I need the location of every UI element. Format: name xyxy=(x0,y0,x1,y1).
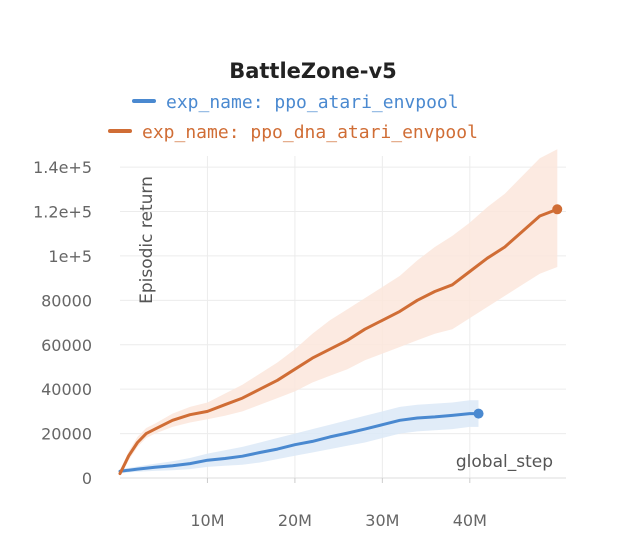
legend-label-1: exp_name: ppo_dna_atari_envpool xyxy=(142,122,478,143)
series-0-line xyxy=(118,412,480,473)
series-1-band xyxy=(120,149,558,476)
legend[interactable]: exp_name: ppo_atari_envpool exp_name: pp… xyxy=(108,92,478,143)
legend-label-0: exp_name: ppo_atari_envpool xyxy=(166,92,459,113)
x-tick-label: 10M xyxy=(190,511,224,530)
y-tick-label: 1.4e+5 xyxy=(33,158,92,177)
series-0-endpoint xyxy=(473,408,484,419)
legend-entry-1[interactable]: exp_name: ppo_dna_atari_envpool xyxy=(108,122,478,143)
y-axis-label: Episodic return xyxy=(137,176,157,304)
x-axis-ticks: 10M 20M 30M 40M xyxy=(190,478,487,530)
x-axis-label: global_step xyxy=(456,452,553,472)
series-1-line xyxy=(118,207,559,476)
y-tick-label: 80000 xyxy=(41,291,92,310)
chart-title: BattleZone-v5 xyxy=(229,59,397,83)
series-lines xyxy=(118,207,559,476)
x-tick-label: 40M xyxy=(453,511,487,530)
series-1-endpoint xyxy=(552,204,563,215)
y-tick-label: 20000 xyxy=(41,425,92,444)
series-endpoints xyxy=(473,204,563,419)
x-tick-label: 20M xyxy=(278,511,312,530)
x-tick-label: 30M xyxy=(365,511,399,530)
y-tick-label: 60000 xyxy=(41,336,92,355)
y-tick-label: 0 xyxy=(82,469,92,488)
y-tick-label: 1.2e+5 xyxy=(33,203,92,222)
series-0-band xyxy=(120,400,479,474)
confidence-bands xyxy=(120,149,558,476)
y-tick-label: 1e+5 xyxy=(48,247,92,266)
y-tick-label: 40000 xyxy=(41,380,92,399)
y-axis-ticks: 0 20000 40000 60000 80000 1e+5 1.2e+5 1.4e+5 xyxy=(33,158,92,488)
legend-entry-0[interactable]: exp_name: ppo_atari_envpool xyxy=(132,92,459,113)
